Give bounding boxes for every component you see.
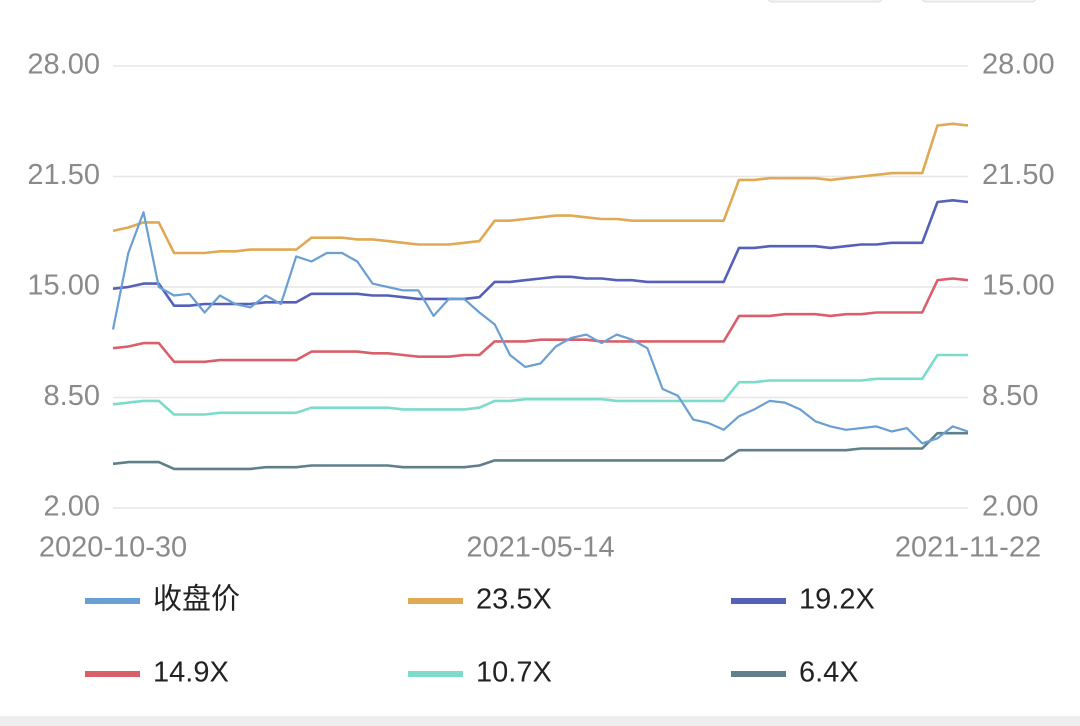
legend-label: 6.4X xyxy=(799,657,859,689)
y-tick-label: 2.00 xyxy=(44,491,100,523)
series-line xyxy=(112,431,968,471)
y-tick-label: 28.00 xyxy=(27,49,100,81)
y-tick-label: 15.00 xyxy=(27,270,100,302)
y-tick-label: 21.50 xyxy=(27,159,100,191)
series-line xyxy=(112,122,969,255)
series-line xyxy=(111,211,969,445)
legend-label: 收盘价 xyxy=(153,583,240,616)
bottom-bar xyxy=(0,716,1080,726)
y2-tick-label: 8.50 xyxy=(982,380,1038,412)
legend-label: 14.9X xyxy=(153,657,229,689)
series-line xyxy=(112,353,968,416)
y2-tick-label: 28.00 xyxy=(982,49,1055,81)
series-line xyxy=(112,277,969,364)
top-button[interactable] xyxy=(767,0,883,3)
legend-label: 10.7X xyxy=(476,657,552,689)
x-tick-label: 2021-11-22 xyxy=(895,532,1041,564)
y2-tick-label: 15.00 xyxy=(982,270,1055,302)
x-tick-label: 2020-10-30 xyxy=(39,532,187,564)
y-tick-label: 8.50 xyxy=(44,380,100,412)
x-tick-label: 2021-05-14 xyxy=(466,532,614,564)
top-button[interactable] xyxy=(921,0,1037,3)
y2-tick-label: 21.50 xyxy=(982,159,1055,191)
legend-label: 23.5X xyxy=(476,584,552,616)
y2-tick-label: 2.00 xyxy=(982,491,1038,523)
legend-label: 19.2X xyxy=(799,584,875,616)
